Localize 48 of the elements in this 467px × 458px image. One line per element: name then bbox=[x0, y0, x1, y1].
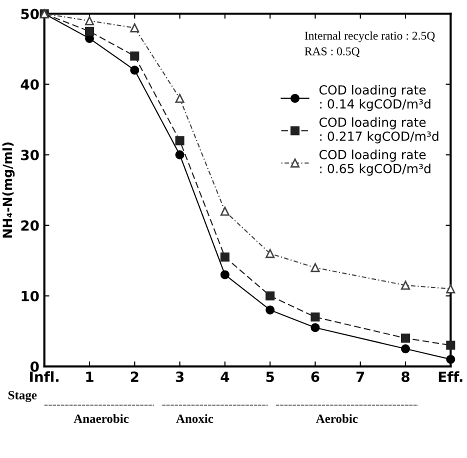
text: Anaerobic bbox=[74, 414, 129, 423]
point bbox=[175, 136, 184, 146]
x-tick-label: 6 bbox=[311, 372, 320, 382]
point bbox=[400, 334, 410, 343]
point bbox=[84, 16, 94, 26]
x-tick-label: 8 bbox=[402, 372, 410, 382]
legend-label: COD loading rate : 0.14 kgCOD/m³d bbox=[319, 84, 430, 112]
point bbox=[400, 344, 410, 354]
text: Aerobic bbox=[316, 414, 358, 423]
point bbox=[84, 26, 94, 36]
legend-label: COD loading rate : 0.217 kgCOD/m³d bbox=[319, 117, 438, 144]
point bbox=[310, 263, 320, 272]
legend-label: COD loading rate : 0.65 kgCOD/m³d bbox=[319, 150, 430, 176]
point bbox=[446, 340, 456, 350]
y-axis-title: NH₄-N(mg/ml) bbox=[2, 142, 15, 238]
y-tick-label: 10 bbox=[22, 290, 39, 302]
point bbox=[446, 354, 456, 364]
point bbox=[400, 280, 410, 290]
x-tick-label: Infl. bbox=[30, 371, 59, 382]
point bbox=[310, 323, 320, 332]
x-tick-label: 2 bbox=[130, 372, 138, 382]
x-tick-label: 7 bbox=[356, 372, 364, 382]
point bbox=[130, 23, 140, 32]
y-tick-label: 30 bbox=[21, 150, 39, 160]
y-tick-label: 50 bbox=[21, 8, 39, 20]
y-tick-label: 40 bbox=[20, 79, 39, 90]
x-tick-label: 3 bbox=[176, 372, 184, 382]
x-tick-label: 4 bbox=[220, 372, 230, 382]
point bbox=[310, 312, 320, 322]
x-tick-label: Eff. bbox=[438, 371, 462, 382]
text: Anoxic bbox=[176, 414, 214, 423]
point bbox=[175, 94, 184, 103]
text: Stage bbox=[8, 391, 37, 402]
point bbox=[266, 249, 275, 258]
point bbox=[266, 305, 275, 314]
y-tick-label: 20 bbox=[21, 220, 39, 231]
x-tick-label: 1 bbox=[86, 372, 94, 382]
point bbox=[220, 206, 230, 216]
point bbox=[130, 66, 140, 75]
point bbox=[446, 284, 456, 294]
point bbox=[175, 150, 184, 160]
point bbox=[266, 291, 275, 300]
x-tick-label: 5 bbox=[266, 372, 274, 382]
y-tick-label: 0 bbox=[30, 361, 39, 372]
annotation: Internal recycle ratio : 2.5Q RAS : 0.5Q bbox=[304, 31, 435, 58]
point bbox=[220, 270, 230, 280]
point bbox=[130, 52, 140, 61]
point bbox=[220, 252, 230, 262]
